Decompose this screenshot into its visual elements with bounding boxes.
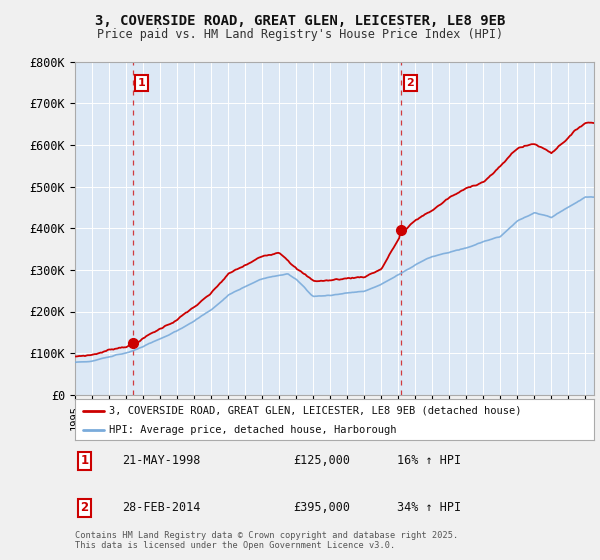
Text: 28-FEB-2014: 28-FEB-2014: [122, 501, 200, 515]
Text: 34% ↑ HPI: 34% ↑ HPI: [397, 501, 461, 515]
Text: 16% ↑ HPI: 16% ↑ HPI: [397, 454, 461, 468]
Text: 3, COVERSIDE ROAD, GREAT GLEN, LEICESTER, LE8 9EB (detached house): 3, COVERSIDE ROAD, GREAT GLEN, LEICESTER…: [109, 405, 521, 416]
Text: £395,000: £395,000: [293, 501, 350, 515]
Text: HPI: Average price, detached house, Harborough: HPI: Average price, detached house, Harb…: [109, 424, 396, 435]
Text: 21-MAY-1998: 21-MAY-1998: [122, 454, 200, 468]
Text: 3, COVERSIDE ROAD, GREAT GLEN, LEICESTER, LE8 9EB: 3, COVERSIDE ROAD, GREAT GLEN, LEICESTER…: [95, 14, 505, 28]
Text: 1: 1: [138, 78, 146, 88]
Text: Price paid vs. HM Land Registry's House Price Index (HPI): Price paid vs. HM Land Registry's House …: [97, 28, 503, 41]
Text: Contains HM Land Registry data © Crown copyright and database right 2025.
This d: Contains HM Land Registry data © Crown c…: [75, 530, 458, 550]
Text: 2: 2: [80, 501, 88, 515]
Text: £125,000: £125,000: [293, 454, 350, 468]
Text: 1: 1: [80, 454, 88, 468]
Text: 2: 2: [406, 78, 414, 88]
